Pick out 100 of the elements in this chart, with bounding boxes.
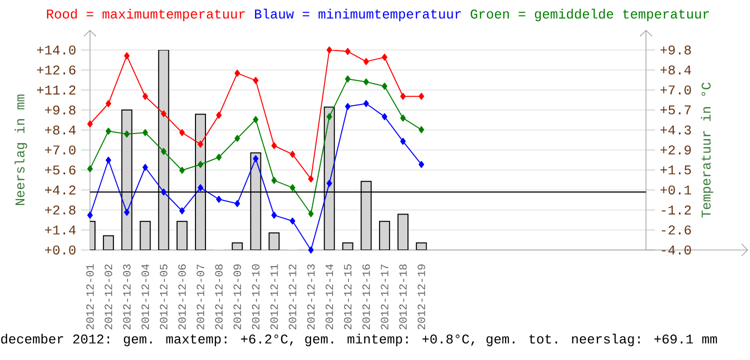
point: [142, 129, 148, 136]
point: [363, 58, 369, 66]
point: [418, 92, 424, 100]
point: [400, 92, 406, 100]
point: [87, 165, 93, 172]
point: [160, 148, 166, 155]
point: [106, 128, 112, 135]
point: [382, 82, 388, 90]
point: [271, 212, 277, 219]
x-tick-label: 2012-12-19: [418, 264, 426, 330]
point: [345, 75, 350, 82]
text: Blauw = minimumtemperatuur: [255, 8, 461, 22]
text: Groen = gemiddelde temperatuur: [470, 8, 709, 22]
point: [87, 212, 93, 219]
y-tick-label: +5.6: [45, 165, 76, 175]
point: [308, 175, 314, 182]
y2-tick-label: +7.0: [660, 85, 691, 94]
point: [216, 112, 222, 119]
point: [234, 134, 240, 142]
point: [363, 78, 369, 86]
x-tick-label: 2012-12-10: [252, 264, 260, 330]
point: [234, 200, 240, 208]
point: [326, 46, 332, 54]
y2-tick-label: -1.2: [662, 206, 691, 214]
point: [160, 188, 166, 196]
point: [234, 70, 240, 77]
text: december 2012: gem. maxtemp: +6.2°C, gem. mintemp: +0.8°C, gem. tot. neerslag: +69.1 mm: [1, 334, 717, 346]
y-tick-label: +8.4: [45, 125, 76, 135]
x-tick-label: 2012-12-04: [141, 264, 149, 330]
y-axis-title: Neerslag in mm: [14, 94, 28, 205]
point: [216, 196, 222, 203]
y-tick-label: +2.8: [45, 205, 76, 215]
point: [87, 120, 93, 128]
point: [326, 180, 332, 187]
bar: [232, 242, 243, 250]
point: [198, 140, 204, 148]
point: [418, 160, 424, 168]
y2-tick-label: +1.5: [660, 166, 691, 174]
y-tick-label: +11.2: [37, 86, 76, 94]
x-tick-label: 2012-12-02: [104, 264, 112, 330]
text: Rood = maximumtemperatuur: [47, 8, 245, 22]
point: [308, 246, 314, 254]
y2-tick-label: -2.6: [662, 225, 691, 235]
point: [290, 184, 296, 192]
y-tick-label: +7.0: [45, 145, 76, 155]
x-tick-label: 2012-12-03: [123, 264, 131, 330]
point: [271, 176, 277, 184]
x-tick-label: 2012-12-07: [196, 264, 204, 330]
x-tick-label: 2012-12-05: [160, 264, 168, 330]
point: [308, 210, 314, 218]
y2-tick-label: +4.3: [660, 125, 691, 134]
point: [290, 150, 296, 158]
point: [179, 166, 185, 174]
x-tick-label: 2012-12-15: [344, 264, 352, 330]
bar: [416, 242, 427, 250]
point: [142, 92, 148, 100]
y-tick-label: +14.0: [37, 45, 76, 55]
bar: [342, 242, 354, 250]
y-tick-label: +9.8: [45, 105, 76, 115]
x-tick-label: 2012-12-11: [270, 264, 278, 330]
y-tick-label: +12.6: [37, 65, 76, 75]
point: [142, 164, 148, 171]
point: [345, 48, 350, 55]
point: [326, 113, 332, 120]
x-tick-label: 2012-12-17: [380, 264, 388, 330]
y2-tick-label: +8.4: [660, 65, 692, 74]
point: [345, 103, 350, 110]
y-tick-label: +1.4: [45, 226, 76, 234]
point: [363, 100, 369, 108]
point: [198, 184, 204, 192]
y-tick-label: +0.0: [45, 245, 76, 255]
x-tick-label: 2012-12-06: [178, 264, 186, 330]
x-tick-label: 2012-12-08: [215, 264, 223, 330]
point: [124, 52, 130, 60]
point: [124, 130, 130, 138]
point: [400, 138, 406, 145]
point: [418, 126, 424, 134]
y-tick-label: +4.2: [45, 186, 76, 194]
point: [252, 116, 258, 124]
x-tick-label: 2012-12-09: [234, 264, 242, 330]
point: [271, 142, 277, 150]
point: [179, 129, 185, 136]
point: [252, 155, 258, 162]
y2-axis-title: Temperatuur in °C: [700, 82, 714, 218]
x-tick-label: 2012-12-14: [326, 264, 334, 330]
point: [216, 154, 222, 161]
point: [290, 218, 296, 224]
y2-tick-label: -4.0: [662, 245, 691, 255]
x-tick-label: 2012-12-13: [307, 264, 315, 330]
point: [382, 54, 388, 61]
bar: [102, 235, 114, 250]
point: [198, 160, 204, 168]
point: [179, 207, 185, 214]
x-tick-label: 2012-12-18: [399, 264, 407, 330]
bar: [268, 232, 280, 250]
x-tick-label: 2012-12-01: [86, 264, 94, 330]
point: [160, 110, 166, 118]
point: [106, 100, 112, 108]
point: [382, 113, 388, 120]
point: [252, 76, 258, 84]
